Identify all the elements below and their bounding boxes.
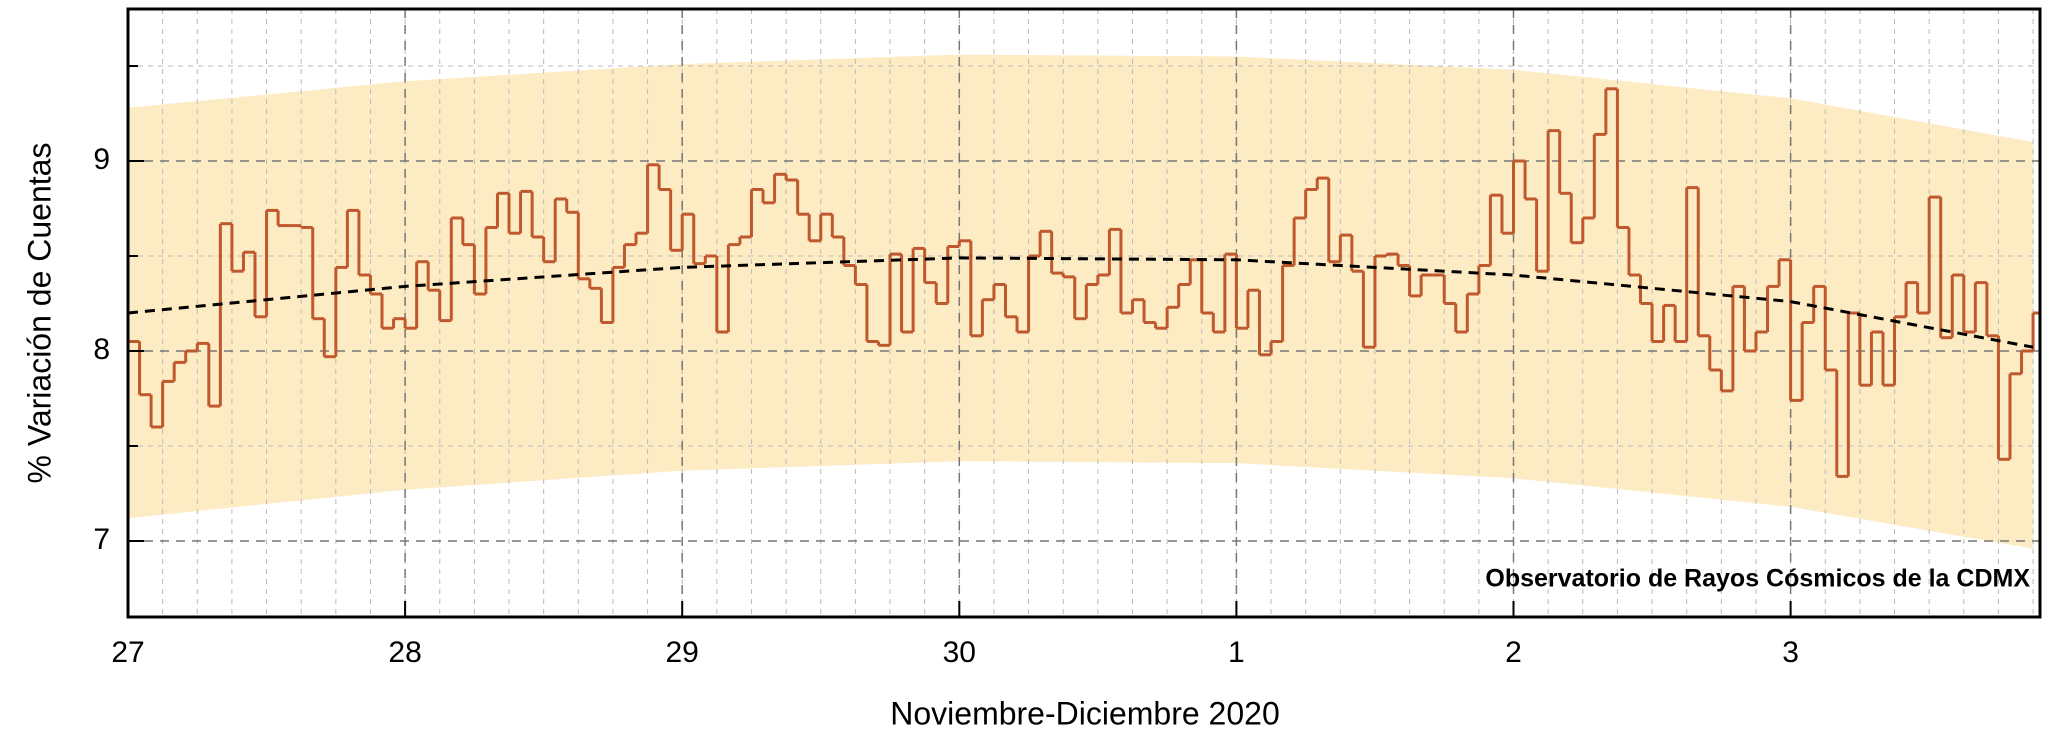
y-tick-label: 9 [93,143,110,176]
x-axis-label: Noviembre-Diciembre 2020 [890,695,1279,731]
axes: 27 28 29 30 1 2 3 7 8 9 [93,7,2042,669]
annotation: Observatorio de Rayos Cósmicos de la CDM… [1485,565,2030,593]
confidence-band [128,54,2034,549]
x-tick-label: 27 [111,636,144,669]
plot-area [128,9,2040,617]
x-tick-label: 1 [1228,636,1245,669]
plot-frame [126,7,2042,619]
x-tick-label: 30 [943,636,976,669]
x-tick-label: 28 [388,636,421,669]
x-tick-label: 2 [1505,636,1522,669]
y-tick-label: 8 [93,333,110,366]
y-axis-label: % Variación de Cuentas [21,143,57,484]
y-tick-label: 7 [93,523,110,556]
trend-line [128,256,2034,349]
x-tick-label: 3 [1782,636,1799,669]
x-tick-label: 29 [666,636,699,669]
